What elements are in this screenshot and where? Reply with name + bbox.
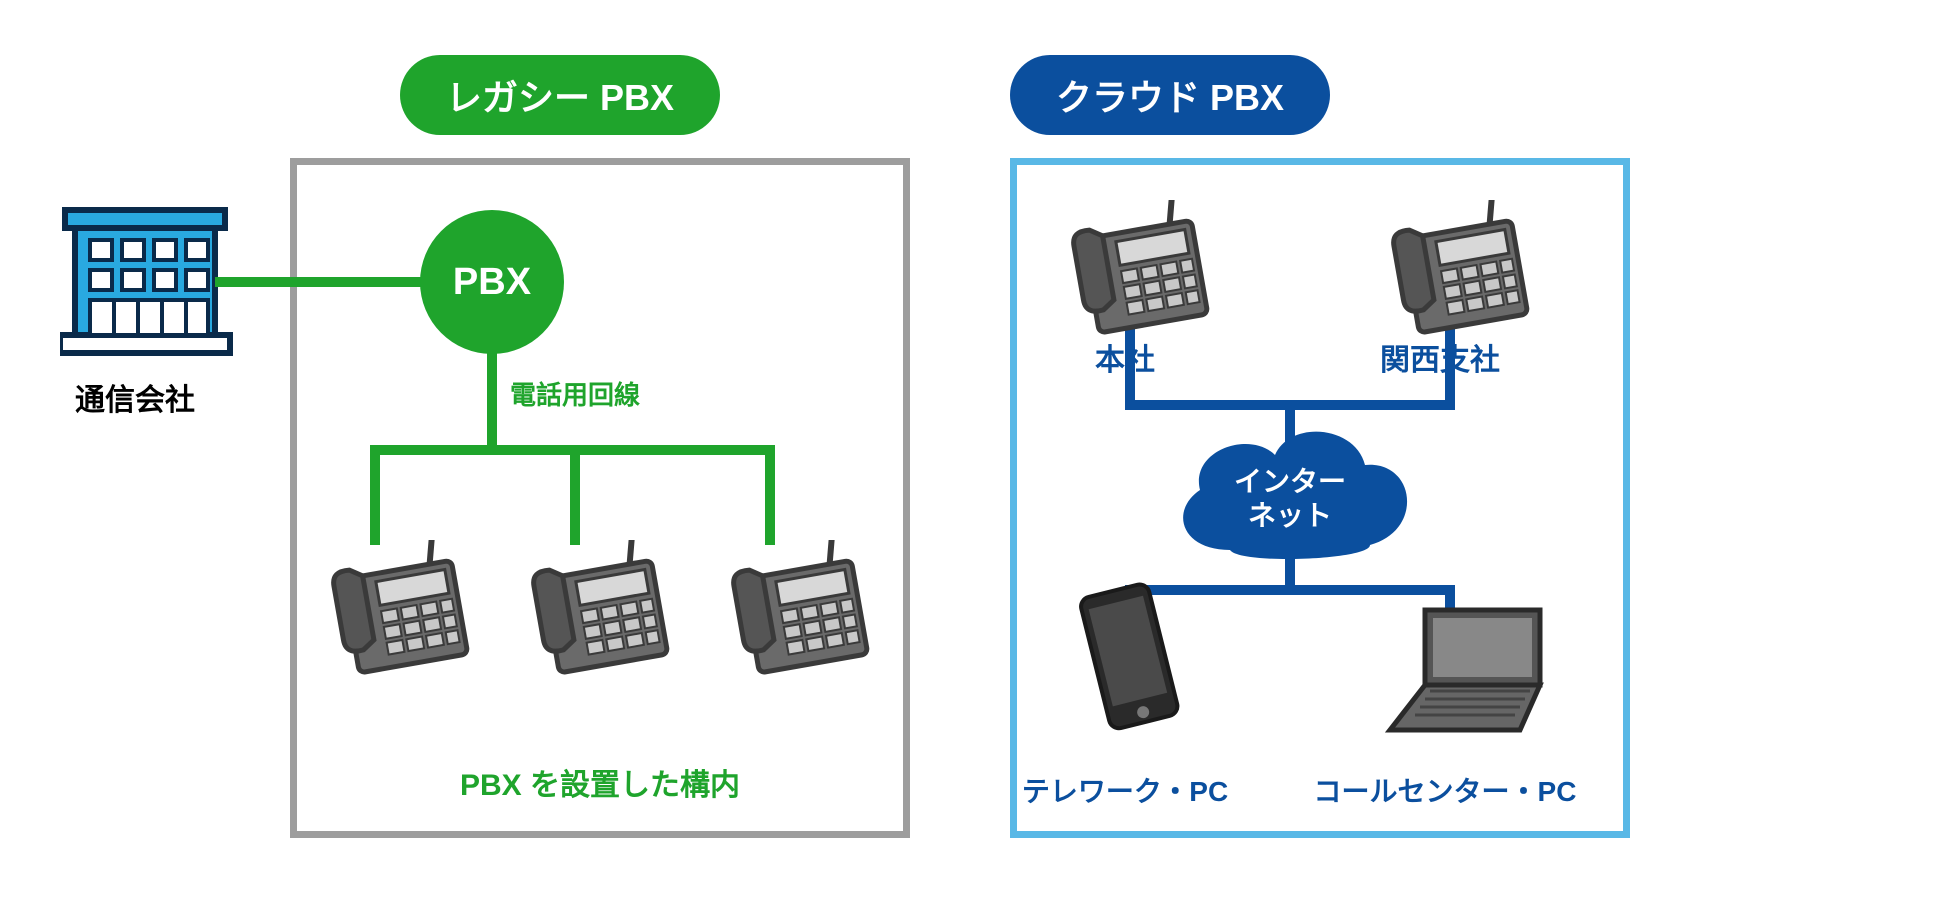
legacy-phone-icon [520, 540, 680, 690]
legacy-phone-icon [720, 540, 880, 690]
cloud-lines [0, 0, 1700, 900]
callcenter-label: コールセンター・PC [1314, 770, 1577, 810]
cloud-node-text: インター ネット [1234, 465, 1346, 532]
cloud-phone-icon [1060, 200, 1220, 350]
telework-label: テレワーク・PC [1022, 770, 1228, 810]
cloud-phone-icon [1380, 200, 1540, 350]
legacy-phone-icon [320, 540, 480, 690]
smartphone-icon [1060, 580, 1190, 740]
laptop-icon [1370, 595, 1570, 745]
